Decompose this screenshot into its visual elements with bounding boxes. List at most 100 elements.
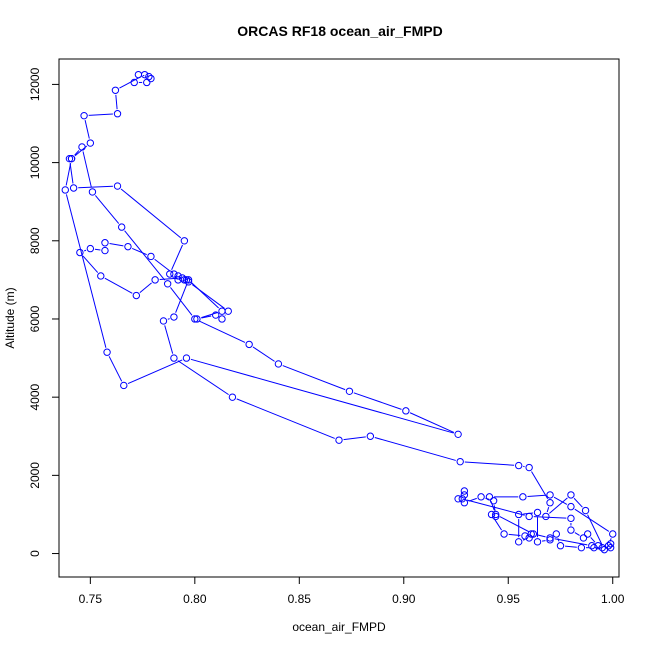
data-series	[61, 70, 617, 554]
y-tick-label: 12000	[28, 67, 42, 101]
data-point	[519, 493, 527, 501]
series-line-segment	[574, 508, 610, 532]
data-point	[546, 499, 554, 507]
data-point	[86, 139, 95, 147]
series-line-segment	[119, 76, 141, 89]
series-line-segment	[78, 185, 113, 189]
y-axis: 0 2000 4000 6000 8000 10000 12000	[28, 67, 60, 557]
data-point	[147, 74, 155, 83]
series-line-segment	[94, 248, 101, 251]
data-point	[606, 540, 615, 548]
data-point	[600, 545, 609, 554]
data-point	[88, 188, 97, 196]
series-line-segment	[139, 282, 152, 293]
series-line-segment	[493, 518, 503, 531]
series-line-segment	[69, 163, 74, 184]
data-point	[477, 493, 485, 501]
data-point	[67, 154, 76, 163]
data-point	[458, 495, 466, 503]
data-point	[182, 354, 191, 362]
series-line-segment	[190, 358, 454, 434]
data-point	[113, 110, 122, 118]
data-point	[61, 186, 69, 194]
data-point	[579, 534, 588, 542]
series-line-segment	[537, 534, 546, 538]
data-point	[604, 542, 613, 550]
series-line-segment	[533, 516, 567, 519]
data-point	[218, 315, 226, 323]
data-point	[577, 543, 586, 552]
series-line-segment	[466, 499, 525, 516]
data-point	[546, 534, 554, 542]
series-line-segment	[201, 312, 218, 319]
series-line-segment	[409, 412, 455, 433]
data-point	[525, 534, 533, 542]
data-point	[103, 348, 111, 356]
data-point	[182, 276, 191, 284]
y-tick-label: 6000	[28, 305, 42, 332]
series-line-segment	[108, 356, 123, 382]
data-point	[487, 510, 496, 519]
series-line-segment	[191, 284, 225, 309]
data-point	[515, 461, 523, 470]
x-tick-label: 0.80	[183, 592, 207, 606]
data-point	[525, 512, 533, 521]
data-point	[590, 543, 598, 552]
data-point	[134, 70, 143, 79]
data-point	[101, 239, 109, 247]
data-point	[492, 510, 500, 519]
data-point	[533, 508, 542, 517]
series-line-segment	[493, 505, 496, 512]
data-point	[500, 530, 508, 538]
data-point	[180, 276, 189, 284]
data-point	[111, 86, 120, 94]
x-axis-label: ocean_air_FMPD	[292, 620, 386, 634]
series-line-segment	[374, 437, 456, 461]
series-line-segment	[490, 501, 495, 511]
data-point	[76, 248, 84, 257]
series-line-segment	[236, 398, 335, 439]
data-point	[581, 506, 590, 515]
series-line-segment	[82, 151, 92, 188]
x-tick-label: 0.85	[288, 592, 312, 606]
series-line-segment	[198, 320, 246, 343]
data-point	[456, 457, 464, 466]
data-point	[460, 487, 469, 495]
series-line-segment	[109, 243, 124, 247]
series-line-segment	[170, 287, 193, 316]
data-point	[525, 463, 533, 472]
y-tick-label: 10000	[28, 146, 42, 180]
x-tick-label: 1.00	[601, 592, 625, 606]
data-point	[345, 387, 354, 396]
data-point	[460, 499, 469, 507]
data-point	[124, 242, 132, 251]
data-point	[163, 280, 172, 288]
series-line-segment	[527, 494, 546, 498]
series-line-segment	[464, 461, 515, 466]
data-point	[166, 270, 174, 278]
data-point	[567, 502, 575, 511]
series-line-segment	[224, 314, 226, 316]
series-line-segment	[468, 497, 477, 502]
data-point	[178, 274, 186, 282]
data-point	[588, 542, 596, 550]
data-point	[454, 495, 462, 503]
data-point	[117, 223, 126, 231]
data-point	[97, 272, 105, 280]
data-point	[170, 354, 178, 362]
series-line-segment	[74, 150, 80, 156]
x-tick-label: 0.90	[392, 592, 416, 606]
data-point	[454, 430, 462, 439]
data-point	[489, 497, 498, 505]
series-line-segment	[94, 195, 120, 224]
data-point	[366, 432, 375, 440]
data-point	[460, 491, 469, 499]
data-point	[274, 360, 283, 368]
data-point	[170, 313, 178, 321]
series-line-segment	[154, 258, 171, 272]
series-line-segment	[171, 244, 183, 271]
data-point	[485, 493, 494, 501]
data-point	[151, 276, 159, 284]
data-point	[101, 246, 109, 255]
